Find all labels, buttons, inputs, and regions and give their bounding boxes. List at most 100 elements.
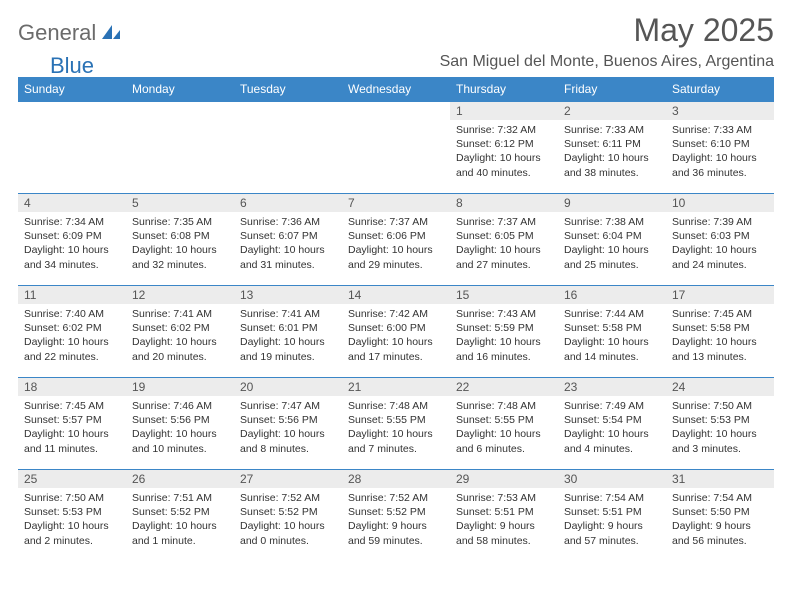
day-body: Sunrise: 7:44 AMSunset: 5:58 PMDaylight:… [558, 304, 666, 368]
sunrise-line: Sunrise: 7:38 AM [564, 215, 660, 229]
sunset-line: Sunset: 5:58 PM [564, 321, 660, 335]
sunrise-line: Sunrise: 7:36 AM [240, 215, 336, 229]
sunset-line: Sunset: 5:52 PM [132, 505, 228, 519]
day-number: 8 [450, 194, 558, 212]
sunset-line: Sunset: 5:54 PM [564, 413, 660, 427]
day-body: Sunrise: 7:47 AMSunset: 5:56 PMDaylight:… [234, 396, 342, 460]
location-text: San Miguel del Monte, Buenos Aires, Arge… [440, 53, 774, 71]
sunrise-line: Sunrise: 7:37 AM [348, 215, 444, 229]
sunset-line: Sunset: 6:06 PM [348, 229, 444, 243]
day-number: 5 [126, 194, 234, 212]
day-body: Sunrise: 7:32 AMSunset: 6:12 PMDaylight:… [450, 120, 558, 184]
calendar-cell: 6Sunrise: 7:36 AMSunset: 6:07 PMDaylight… [234, 194, 342, 286]
daylight-line: Daylight: 9 hours and 58 minutes. [456, 519, 552, 547]
calendar-cell [342, 102, 450, 194]
day-body: Sunrise: 7:48 AMSunset: 5:55 PMDaylight:… [450, 396, 558, 460]
sunrise-line: Sunrise: 7:41 AM [132, 307, 228, 321]
daylight-line: Daylight: 10 hours and 3 minutes. [672, 427, 768, 455]
sunrise-line: Sunrise: 7:53 AM [456, 491, 552, 505]
sunset-line: Sunset: 5:53 PM [672, 413, 768, 427]
logo-text-blue: Blue [50, 53, 94, 79]
day-number: 13 [234, 286, 342, 304]
sunrise-line: Sunrise: 7:48 AM [456, 399, 552, 413]
day-body: Sunrise: 7:50 AMSunset: 5:53 PMDaylight:… [666, 396, 774, 460]
day-number: 7 [342, 194, 450, 212]
logo: General [18, 12, 124, 46]
calendar-cell: 25Sunrise: 7:50 AMSunset: 5:53 PMDayligh… [18, 470, 126, 562]
day-number: 3 [666, 102, 774, 120]
daylight-line: Daylight: 10 hours and 2 minutes. [24, 519, 120, 547]
day-body: Sunrise: 7:41 AMSunset: 6:02 PMDaylight:… [126, 304, 234, 368]
calendar-row: 25Sunrise: 7:50 AMSunset: 5:53 PMDayligh… [18, 470, 774, 562]
daylight-line: Daylight: 10 hours and 10 minutes. [132, 427, 228, 455]
calendar-cell: 27Sunrise: 7:52 AMSunset: 5:52 PMDayligh… [234, 470, 342, 562]
day-body: Sunrise: 7:46 AMSunset: 5:56 PMDaylight:… [126, 396, 234, 460]
sunset-line: Sunset: 5:52 PM [240, 505, 336, 519]
day-body: Sunrise: 7:37 AMSunset: 6:06 PMDaylight:… [342, 212, 450, 276]
day-number: 4 [18, 194, 126, 212]
day-number: 15 [450, 286, 558, 304]
sunrise-line: Sunrise: 7:44 AM [564, 307, 660, 321]
calendar-row: 11Sunrise: 7:40 AMSunset: 6:02 PMDayligh… [18, 286, 774, 378]
daylight-line: Daylight: 10 hours and 34 minutes. [24, 243, 120, 271]
calendar-cell: 14Sunrise: 7:42 AMSunset: 6:00 PMDayligh… [342, 286, 450, 378]
day-number: 31 [666, 470, 774, 488]
day-body: Sunrise: 7:53 AMSunset: 5:51 PMDaylight:… [450, 488, 558, 552]
calendar-cell: 29Sunrise: 7:53 AMSunset: 5:51 PMDayligh… [450, 470, 558, 562]
day-number: 26 [126, 470, 234, 488]
day-body: Sunrise: 7:33 AMSunset: 6:11 PMDaylight:… [558, 120, 666, 184]
weekday-header: Tuesday [234, 77, 342, 102]
day-number: 17 [666, 286, 774, 304]
calendar-cell: 15Sunrise: 7:43 AMSunset: 5:59 PMDayligh… [450, 286, 558, 378]
day-number: 14 [342, 286, 450, 304]
daylight-line: Daylight: 10 hours and 38 minutes. [564, 151, 660, 179]
day-body: Sunrise: 7:33 AMSunset: 6:10 PMDaylight:… [666, 120, 774, 184]
sunrise-line: Sunrise: 7:54 AM [564, 491, 660, 505]
sunset-line: Sunset: 5:58 PM [672, 321, 768, 335]
sunset-line: Sunset: 5:59 PM [456, 321, 552, 335]
weekday-header: Thursday [450, 77, 558, 102]
daylight-line: Daylight: 10 hours and 13 minutes. [672, 335, 768, 363]
sunset-line: Sunset: 6:02 PM [24, 321, 120, 335]
sunrise-line: Sunrise: 7:33 AM [564, 123, 660, 137]
sunset-line: Sunset: 5:51 PM [456, 505, 552, 519]
sunset-line: Sunset: 6:09 PM [24, 229, 120, 243]
sunset-line: Sunset: 5:52 PM [348, 505, 444, 519]
sunset-line: Sunset: 5:57 PM [24, 413, 120, 427]
sunrise-line: Sunrise: 7:39 AM [672, 215, 768, 229]
sunset-line: Sunset: 5:56 PM [132, 413, 228, 427]
weekday-header: Sunday [18, 77, 126, 102]
day-number: 22 [450, 378, 558, 396]
day-number: 2 [558, 102, 666, 120]
calendar-cell: 24Sunrise: 7:50 AMSunset: 5:53 PMDayligh… [666, 378, 774, 470]
sunrise-line: Sunrise: 7:40 AM [24, 307, 120, 321]
sunset-line: Sunset: 5:51 PM [564, 505, 660, 519]
day-number: 18 [18, 378, 126, 396]
sunset-line: Sunset: 6:10 PM [672, 137, 768, 151]
calendar-cell: 4Sunrise: 7:34 AMSunset: 6:09 PMDaylight… [18, 194, 126, 286]
day-number: 12 [126, 286, 234, 304]
daylight-line: Daylight: 10 hours and 20 minutes. [132, 335, 228, 363]
day-number: 24 [666, 378, 774, 396]
day-body: Sunrise: 7:51 AMSunset: 5:52 PMDaylight:… [126, 488, 234, 552]
sunrise-line: Sunrise: 7:41 AM [240, 307, 336, 321]
calendar-cell: 28Sunrise: 7:52 AMSunset: 5:52 PMDayligh… [342, 470, 450, 562]
day-number: 23 [558, 378, 666, 396]
day-number: 9 [558, 194, 666, 212]
sunset-line: Sunset: 5:55 PM [348, 413, 444, 427]
calendar-cell [18, 102, 126, 194]
sunset-line: Sunset: 5:50 PM [672, 505, 768, 519]
daylight-line: Daylight: 10 hours and 8 minutes. [240, 427, 336, 455]
calendar-row: 1Sunrise: 7:32 AMSunset: 6:12 PMDaylight… [18, 102, 774, 194]
day-body: Sunrise: 7:54 AMSunset: 5:50 PMDaylight:… [666, 488, 774, 552]
calendar-cell: 19Sunrise: 7:46 AMSunset: 5:56 PMDayligh… [126, 378, 234, 470]
sunrise-line: Sunrise: 7:33 AM [672, 123, 768, 137]
sunset-line: Sunset: 6:01 PM [240, 321, 336, 335]
calendar-header-row: SundayMondayTuesdayWednesdayThursdayFrid… [18, 77, 774, 102]
sunrise-line: Sunrise: 7:48 AM [348, 399, 444, 413]
weekday-header: Wednesday [342, 77, 450, 102]
sunrise-line: Sunrise: 7:32 AM [456, 123, 552, 137]
day-number: 29 [450, 470, 558, 488]
calendar-cell: 16Sunrise: 7:44 AMSunset: 5:58 PMDayligh… [558, 286, 666, 378]
sunrise-line: Sunrise: 7:45 AM [672, 307, 768, 321]
